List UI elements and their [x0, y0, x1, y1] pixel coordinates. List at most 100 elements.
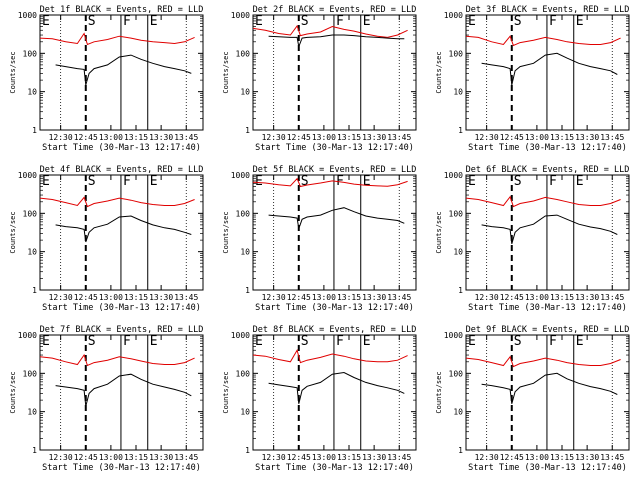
series-line-lld [252, 177, 408, 188]
x-tick-label: 12:45 [287, 453, 311, 462]
x-tick-label: 13:30 [575, 293, 599, 302]
series-line-lld [39, 32, 195, 46]
x-tick-label: 13:45 [600, 453, 624, 462]
y-tick-label: 100 [449, 369, 464, 378]
series-line-lld [465, 195, 621, 208]
marker-label-e: E [468, 334, 476, 349]
x-tick-label: 13:45 [174, 133, 198, 142]
x-tick-label: 13:15 [337, 453, 361, 462]
y-axis-label: Counts/sec [9, 51, 17, 93]
x-tick-label: 13:00 [312, 293, 336, 302]
x-tick-label: 12:30 [49, 453, 73, 462]
x-tick-label: 12:45 [74, 453, 98, 462]
marker-label-e: E [576, 334, 584, 349]
x-tick-label: 13:15 [337, 133, 361, 142]
y-tick-label: 1 [458, 286, 463, 295]
marker-label-e: E [150, 174, 158, 189]
x-tick-label: 13:45 [387, 453, 411, 462]
y-tick-label: 10 [453, 88, 463, 97]
x-axis-label: Start Time (30-Mar-13 12:17:40) [468, 143, 627, 153]
marker-label-e: E [150, 334, 158, 349]
x-tick-label: 12:30 [262, 133, 286, 142]
marker-label-e: E [42, 334, 50, 349]
x-tick-label: 13:30 [362, 453, 386, 462]
x-tick-label: 13:00 [525, 293, 549, 302]
x-tick-label: 13:15 [337, 293, 361, 302]
x-tick-label: 13:30 [149, 453, 173, 462]
panel-title: Det 8f BLACK = Events, RED = LLD [253, 325, 417, 335]
marker-label-f: F [336, 334, 344, 349]
x-tick-label: 13:30 [362, 133, 386, 142]
plot-frame [252, 334, 417, 451]
plot-frame [465, 174, 630, 291]
plot-frame [39, 334, 204, 451]
marker-label-e: E [576, 14, 584, 29]
panel-title: Det 3f BLACK = Events, RED = LLD [466, 5, 630, 15]
plot-frame [252, 14, 417, 131]
marker-label-e: E [363, 14, 371, 29]
y-axis-label: Counts/sec [9, 371, 17, 413]
marker-label-e: E [42, 14, 50, 29]
x-tick-label: 12:45 [287, 293, 311, 302]
x-tick-label: 13:15 [124, 453, 148, 462]
y-tick-label: 100 [23, 49, 38, 58]
series-line-lld [465, 355, 621, 368]
y-tick-label: 10 [240, 88, 250, 97]
series-line-events [268, 207, 405, 229]
marker-label-s: S [88, 14, 96, 29]
x-tick-label: 12:30 [475, 453, 499, 462]
y-tick-label: 100 [236, 49, 251, 58]
marker-label-e: E [576, 174, 584, 189]
x-tick-label: 13:00 [312, 453, 336, 462]
plot-frame [39, 14, 204, 131]
series-line-events [481, 52, 618, 86]
x-tick-label: 12:45 [500, 293, 524, 302]
y-tick-label: 100 [236, 209, 251, 218]
y-tick-label: 1 [32, 126, 37, 135]
marker-label-e: E [255, 334, 263, 349]
x-tick-label: 13:45 [387, 293, 411, 302]
x-tick-label: 13:00 [99, 133, 123, 142]
x-tick-label: 13:00 [312, 133, 336, 142]
y-tick-label: 1 [32, 286, 37, 295]
x-tick-label: 13:00 [99, 453, 123, 462]
x-tick-label: 13:00 [525, 453, 549, 462]
marker-label-e: E [363, 334, 371, 349]
y-tick-label: 1 [32, 446, 37, 455]
marker-label-s: S [514, 14, 522, 29]
marker-label-s: S [301, 174, 309, 189]
x-tick-label: 12:30 [49, 133, 73, 142]
marker-label-f: F [549, 174, 557, 189]
x-tick-label: 12:30 [262, 293, 286, 302]
marker-label-e: E [363, 174, 371, 189]
x-axis-label: Start Time (30-Mar-13 12:17:40) [255, 303, 414, 313]
x-tick-label: 12:30 [475, 293, 499, 302]
y-tick-label: 100 [23, 209, 38, 218]
x-axis-label: Start Time (30-Mar-13 12:17:40) [255, 463, 414, 473]
y-tick-label: 1000 [231, 11, 250, 20]
x-tick-label: 12:30 [262, 453, 286, 462]
y-axis-label: Counts/sec [9, 211, 17, 253]
y-tick-label: 1000 [18, 11, 37, 20]
y-tick-label: 10 [240, 248, 250, 257]
y-axis-label: Counts/sec [435, 211, 443, 253]
series-line-events [481, 214, 618, 244]
y-axis-label: Counts/sec [222, 51, 230, 93]
y-tick-label: 1000 [18, 171, 37, 180]
x-tick-label: 13:30 [149, 133, 173, 142]
x-axis-label: Start Time (30-Mar-13 12:17:40) [42, 463, 201, 473]
x-tick-label: 12:45 [287, 133, 311, 142]
panel-title: Det 4f BLACK = Events, RED = LLD [40, 165, 204, 175]
x-tick-label: 13:15 [124, 133, 148, 142]
series-line-lld [465, 35, 621, 47]
y-tick-label: 1 [458, 126, 463, 135]
x-tick-label: 12:30 [49, 293, 73, 302]
x-tick-label: 13:15 [124, 293, 148, 302]
marker-label-f: F [123, 14, 131, 29]
